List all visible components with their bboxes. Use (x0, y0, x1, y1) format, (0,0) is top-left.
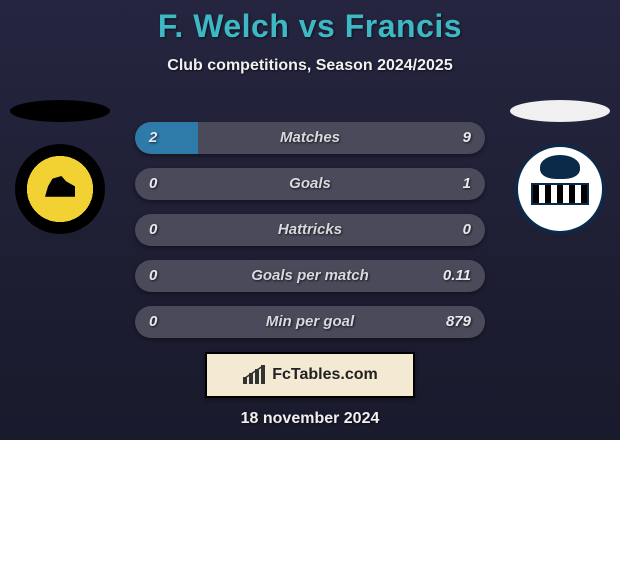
page-title: F. Welch vs Francis (0, 0, 620, 45)
stat-label: Min per goal (135, 306, 485, 338)
club-crest-eastleigh (515, 144, 605, 234)
fctables-label: FcTables.com (272, 366, 378, 384)
player-marker-left (10, 100, 110, 122)
generated-date: 18 november 2024 (0, 410, 620, 428)
page-subtitle: Club competitions, Season 2024/2025 (0, 57, 620, 75)
stat-value-right: 1 (463, 168, 471, 200)
stat-value-right: 0.11 (443, 260, 471, 292)
stat-value-right: 879 (446, 306, 471, 338)
comparison-card: F. Welch vs Francis Club competitions, S… (0, 0, 620, 440)
stat-row-goals: 0 Goals 1 (135, 168, 485, 200)
stat-row-hattricks: 0 Hattricks 0 (135, 214, 485, 246)
stat-label: Matches (135, 122, 485, 154)
club-right (500, 100, 620, 234)
stat-label: Hattricks (135, 214, 485, 246)
stat-row-matches: 2 Matches 9 (135, 122, 485, 154)
bar-chart-icon (242, 365, 266, 385)
stat-label: Goals per match (135, 260, 485, 292)
stat-row-goals-per-match: 0 Goals per match 0.11 (135, 260, 485, 292)
stat-row-min-per-goal: 0 Min per goal 879 (135, 306, 485, 338)
player-marker-right (510, 100, 610, 122)
fctables-link[interactable]: FcTables.com (205, 352, 415, 398)
stat-label: Goals (135, 168, 485, 200)
club-left (0, 100, 120, 234)
stat-value-right: 9 (463, 122, 471, 154)
stats-panel: 2 Matches 9 0 Goals 1 0 Hattricks 0 0 Go… (135, 122, 485, 352)
club-crest-boston-united (15, 144, 105, 234)
stat-value-right: 0 (463, 214, 471, 246)
